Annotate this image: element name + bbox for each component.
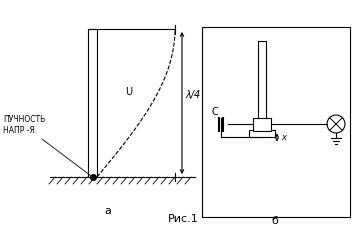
Text: Рис.1: Рис.1 bbox=[168, 214, 199, 224]
Bar bbox=[249, 130, 275, 137]
Text: С: С bbox=[212, 107, 219, 117]
Bar bbox=[88, 29, 97, 177]
Bar bbox=[258, 41, 266, 129]
Text: x: x bbox=[281, 133, 286, 142]
Text: ПУЧНОСТЬ
НАПР -Я.: ПУЧНОСТЬ НАПР -Я. bbox=[3, 115, 45, 135]
Text: б: б bbox=[271, 216, 278, 226]
Text: а: а bbox=[105, 206, 112, 216]
Circle shape bbox=[327, 115, 345, 133]
Bar bbox=[202, 27, 350, 217]
Text: λ/4: λ/4 bbox=[185, 90, 200, 100]
Text: U: U bbox=[125, 87, 132, 97]
Bar bbox=[253, 117, 271, 131]
